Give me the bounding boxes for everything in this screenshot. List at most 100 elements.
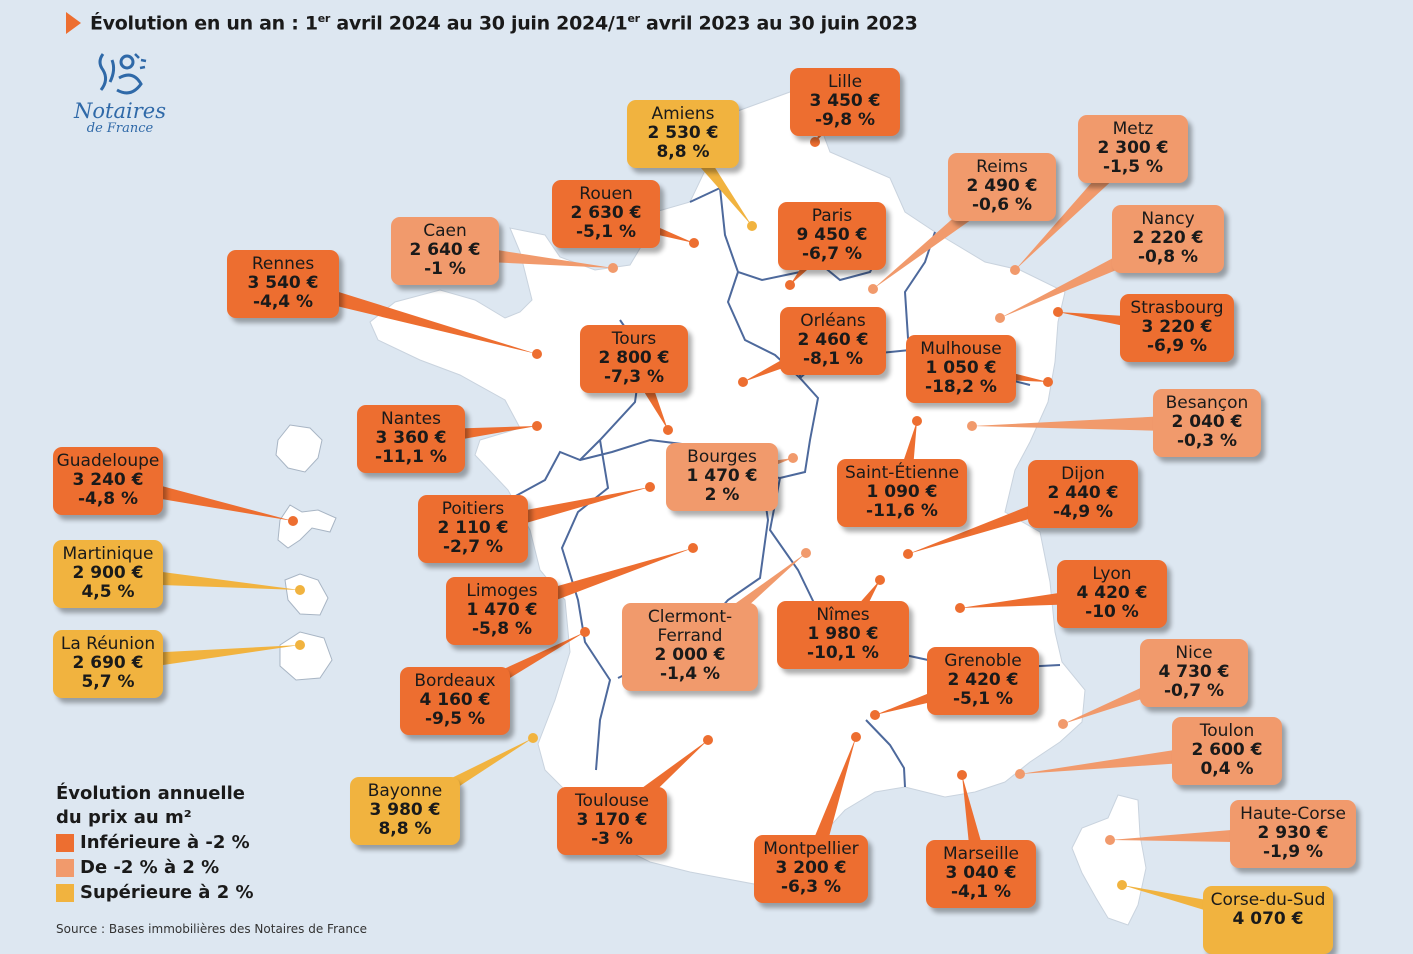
callout-lyon: Lyon 4 420 € -10 % xyxy=(1057,560,1167,628)
city-price: 3 040 € xyxy=(945,863,1017,883)
city-name: Dijon xyxy=(1061,464,1105,484)
legend-item-above: Supérieure à 2 % xyxy=(56,880,416,905)
city-name: Nantes xyxy=(381,409,441,429)
callout-nimes: Nîmes 1 980 € -10,1 % xyxy=(777,601,909,669)
city-change: 5,7 % xyxy=(81,672,135,692)
city-name: Bayonne xyxy=(367,781,443,801)
marker-guadeloupe xyxy=(288,516,298,526)
legend-label-between: De -2 % à 2 % xyxy=(80,857,220,878)
legend-swatch-below xyxy=(56,833,74,852)
callout-la-reunion: La Réunion 2 690 €5,7 % xyxy=(53,630,163,698)
city-price: 1 980 € xyxy=(807,624,879,644)
callout-marseille: Marseille 3 040 € -4,1 % xyxy=(926,840,1036,908)
city-name: Caen xyxy=(423,221,467,241)
marker-tours xyxy=(663,425,673,435)
callout-rouen: Rouen 2 630 € -5,1 % xyxy=(552,180,660,248)
logo-title: Notaires xyxy=(74,99,166,123)
city-name: Metz xyxy=(1112,119,1154,139)
city-price: 3 220 € xyxy=(1141,317,1213,337)
marker-bordeaux xyxy=(580,627,590,637)
callout-orleans: Orléans 2 460 € -8,1 % xyxy=(780,307,886,375)
city-change: -4,4 % xyxy=(252,292,314,312)
city-change: -5,1 % xyxy=(575,222,637,242)
callout-caen: Caen 2 640 € -1 % xyxy=(391,217,499,285)
city-name: Amiens xyxy=(651,104,715,124)
city-change: -9,8 % xyxy=(814,110,876,130)
city-price: 2 800 € xyxy=(598,348,670,368)
city-change: -4,1 % xyxy=(950,882,1012,902)
city-price: 2 930 € xyxy=(1257,823,1329,843)
city-change: -4,8 % xyxy=(77,489,139,509)
city-price: 2 000 € xyxy=(654,645,726,665)
callout-nancy: Nancy 2 220 € -0,8 % xyxy=(1112,205,1224,273)
city-name: Martinique xyxy=(62,544,154,564)
martinique-island xyxy=(284,573,329,616)
city-price: 2 420 € xyxy=(947,670,1019,690)
city-name: Poitiers xyxy=(441,499,505,519)
legend-title-line1: Évolution annuelle xyxy=(56,783,245,804)
legend: Évolution annuelle du prix au m² Inférie… xyxy=(56,782,416,905)
city-name: Toulon xyxy=(1199,721,1255,741)
marker-strasbourg xyxy=(1053,307,1063,317)
city-name: La Réunion xyxy=(60,634,156,654)
city-name: Nice xyxy=(1175,643,1213,663)
marker-orleans xyxy=(738,377,748,387)
marker-clermont-ferrand xyxy=(801,548,811,558)
marker-nancy xyxy=(995,313,1005,323)
guadeloupe-north-island xyxy=(275,424,323,473)
callout-rennes: Rennes 3 540 € -4,4 % xyxy=(227,250,339,318)
city-name: Montpellier xyxy=(763,839,859,859)
marker-metz xyxy=(1010,265,1020,275)
title-text: Évolution en un an : 1er avril 2024 au 3… xyxy=(90,11,918,35)
city-name: Strasbourg xyxy=(1130,298,1224,318)
marker-lille xyxy=(810,137,820,147)
callout-strasbourg: Strasbourg 3 220 € -6,9 % xyxy=(1120,294,1234,362)
city-change: 8,8 % xyxy=(656,142,710,162)
city-price: 1 470 € xyxy=(686,466,758,486)
marker-mulhouse xyxy=(1043,377,1053,387)
callout-grenoble: Grenoble 2 420 € -5,1 % xyxy=(927,647,1039,715)
city-change: -10,1 % xyxy=(807,643,879,663)
marker-poitiers xyxy=(645,482,655,492)
city-change: 4,5 % xyxy=(81,582,135,602)
city-price: 4 160 € xyxy=(419,690,491,710)
legend-label-below: Inférieure à -2 % xyxy=(80,832,250,853)
legend-title-line2: du prix au m² xyxy=(56,807,192,828)
callout-limoges: Limoges 1 470 € -5,8 % xyxy=(446,577,558,645)
city-price: 3 240 € xyxy=(72,470,144,490)
city-change: -3 % xyxy=(591,829,633,849)
callout-haute-corse: Haute-Corse 2 930 € -1,9 % xyxy=(1230,800,1356,868)
marker-montpellier xyxy=(851,732,861,742)
city-change: -0,7 % xyxy=(1163,681,1225,701)
city-change: -2,7 % xyxy=(442,537,504,557)
city-name: Corse-du-Sud xyxy=(1210,890,1326,910)
leader-besancon xyxy=(972,414,1208,432)
city-change: 8,8 % xyxy=(378,819,432,839)
city-name: Lyon xyxy=(1092,564,1132,584)
city-markers xyxy=(288,137,1127,890)
marker-nantes xyxy=(532,421,542,431)
marker-paris xyxy=(785,280,795,290)
marker-bayonne xyxy=(528,733,538,743)
marker-saint-etienne xyxy=(912,416,922,426)
city-price: 2 040 € xyxy=(1171,412,1243,432)
city-price: 3 450 € xyxy=(809,91,881,111)
city-price: 2 440 € xyxy=(1047,483,1119,503)
marker-besancon xyxy=(967,421,977,431)
city-name: Toulouse xyxy=(575,791,649,811)
marker-haute-corse xyxy=(1105,835,1115,845)
title-arrow-icon xyxy=(66,12,81,34)
city-change: -1,4 % xyxy=(659,664,721,684)
city-price: 2 640 € xyxy=(409,240,481,260)
city-name: Bordeaux xyxy=(414,671,496,691)
callout-montpellier: Montpellier 3 200 € -6,3 % xyxy=(754,835,868,903)
city-change: -1 % xyxy=(424,259,466,279)
city-price: 3 200 € xyxy=(775,858,847,878)
marker-marseille xyxy=(957,770,967,780)
guadeloupe-island xyxy=(277,504,337,549)
callout-toulon: Toulon 2 600 €0,4 % xyxy=(1172,717,1282,785)
marker-nice xyxy=(1058,719,1068,729)
city-name: Paris xyxy=(811,206,853,226)
city-name: Orléans xyxy=(800,311,866,331)
city-name: Bourges xyxy=(687,447,757,467)
